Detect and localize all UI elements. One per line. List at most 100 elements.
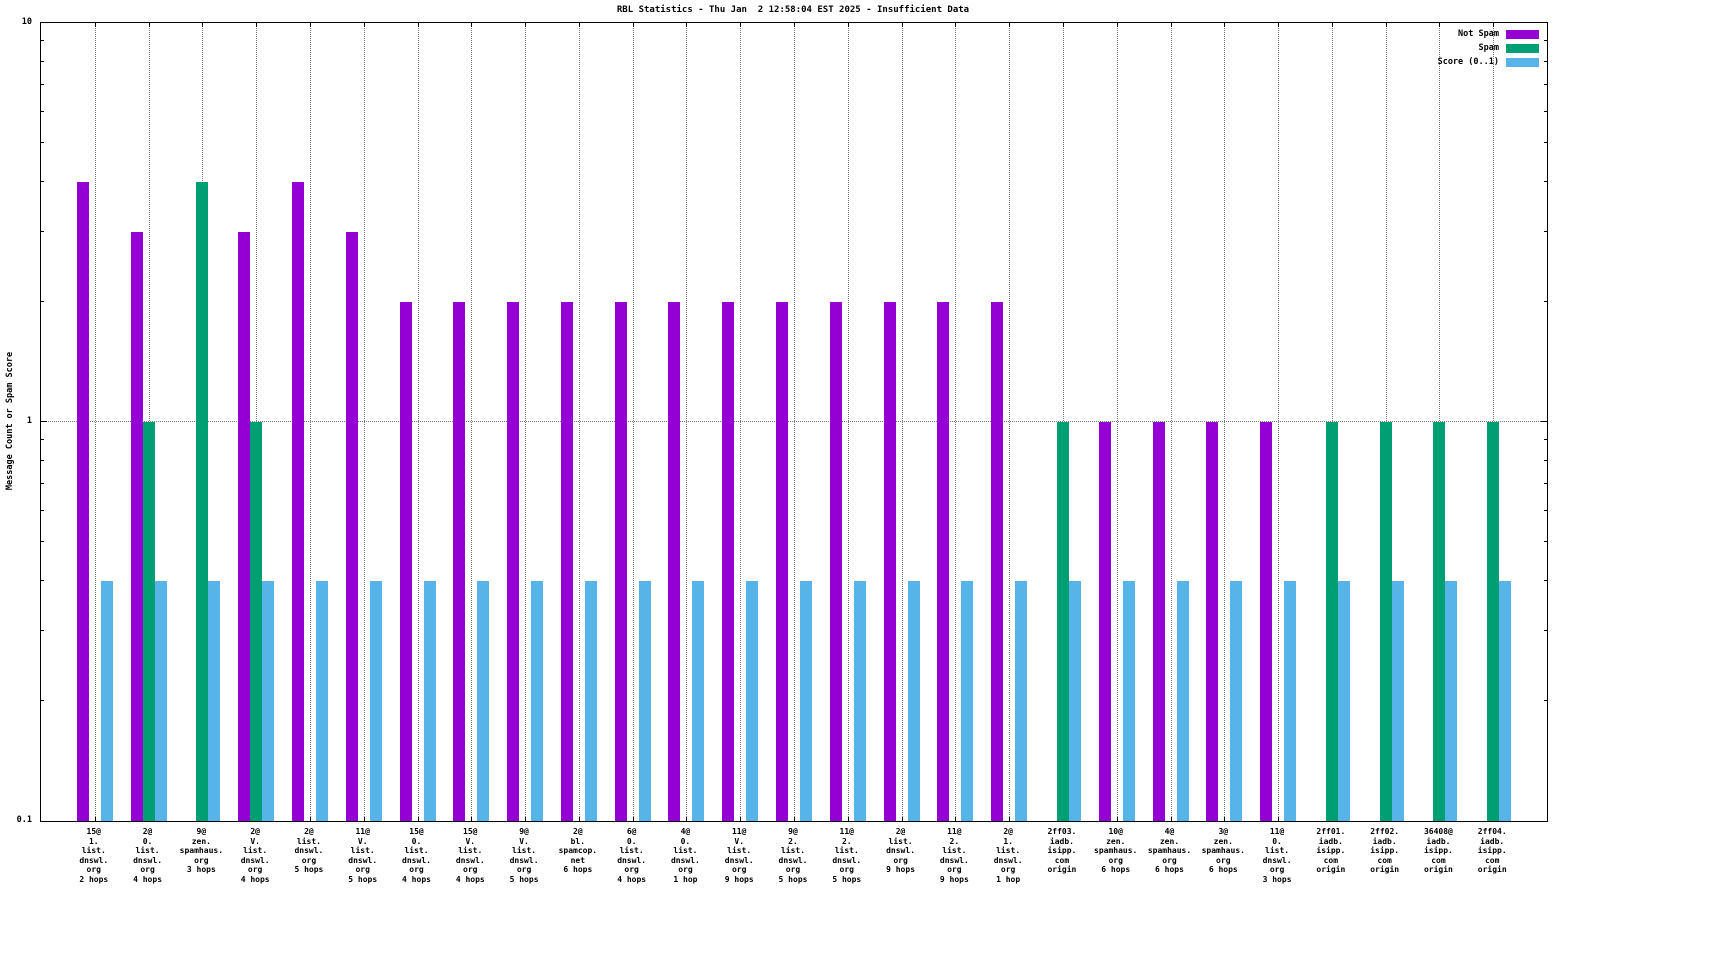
bar-score-0-1 (315, 580, 328, 821)
bar-score-0-1 (746, 580, 759, 821)
x-tick-label: 2@ V. list. dnswl. org 4 hops (240, 827, 270, 884)
x-tick-mark (632, 817, 634, 821)
gridline-vertical (686, 23, 688, 821)
x-tick-mark (740, 23, 742, 27)
gridline-vertical (471, 23, 473, 821)
bar-score-0-1 (907, 580, 920, 821)
x-tick-mark (1170, 23, 1172, 27)
x-tick-label: 2@ bl. spamcop. net 6 hops (558, 827, 598, 874)
bar-not-spam (345, 231, 358, 821)
x-tick-mark (1009, 817, 1011, 821)
y-minor-tick (41, 230, 44, 232)
y-minor-tick (41, 180, 44, 182)
x-tick-mark (309, 817, 311, 821)
y-tick-label-0-1: 0.1 (16, 815, 32, 825)
y-minor-tick (1544, 579, 1547, 581)
gridline-vertical (847, 23, 849, 821)
x-tick-mark (1439, 23, 1441, 27)
bar-not-spam (238, 231, 251, 821)
legend-item-score: Score (0..1) (1438, 57, 1539, 67)
x-tick-label: 15@ 0. list. dnswl. org 4 hops (402, 827, 431, 884)
y-minor-tick (41, 459, 44, 461)
x-tick-label: 2@ 0. list. dnswl. org 4 hops (133, 827, 163, 884)
x-tick-mark (1493, 23, 1495, 27)
x-tick-label: 9@ V. list. dnswl. org 5 hops (509, 827, 539, 884)
legend: Not Spam Spam Score (0..1) (1438, 29, 1539, 67)
x-tick-label: 2ff04. iadb. isipp. com origin (1477, 827, 1507, 874)
bar-score-0-1 (638, 580, 651, 821)
y-minor-tick (1544, 482, 1547, 484)
x-tick-mark (94, 23, 96, 27)
bar-not-spam (1260, 422, 1273, 821)
x-axis-labels: 15@ 1. list. dnswl. org 2 hops 2@ 0. list. dnswl.… (40, 827, 1546, 897)
bar-score-0-1 (1015, 580, 1028, 821)
x-tick-mark (1170, 817, 1172, 821)
x-tick-label: 9@ 2. list. dnswl. org 5 hops (778, 827, 808, 884)
bar-spam (250, 422, 263, 821)
y-minor-tick (1544, 509, 1547, 511)
x-tick-mark (94, 817, 96, 821)
x-tick-mark (1224, 817, 1226, 821)
gridline-vertical (525, 23, 527, 821)
bar-not-spam (937, 301, 950, 821)
x-tick-label: 36408@ iadb. isipp. com origin (1423, 827, 1453, 874)
x-tick-mark (847, 817, 849, 821)
bar-spam (142, 422, 155, 821)
bar-score-0-1 (262, 580, 275, 821)
y-minor-tick (41, 509, 44, 511)
x-tick-mark (578, 23, 580, 27)
bar-score-0-1 (1499, 580, 1512, 821)
x-tick-mark (148, 23, 150, 27)
x-tick-mark (1116, 817, 1118, 821)
y-minor-tick (41, 83, 44, 85)
x-tick-mark (686, 817, 688, 821)
bar-score-0-1 (100, 580, 113, 821)
plot-area: Not Spam Spam Score (0..1) (40, 22, 1548, 822)
bar-not-spam (76, 181, 89, 821)
x-tick-mark (955, 817, 957, 821)
y-minor-tick (41, 699, 44, 701)
x-tick-mark (740, 817, 742, 821)
bar-score-0-1 (961, 580, 974, 821)
y-minor-tick (1544, 83, 1547, 85)
y-tick-label-1: 1 (26, 416, 32, 426)
y-minor-tick (41, 40, 44, 42)
bar-not-spam (883, 301, 896, 821)
y-minor-tick (41, 60, 44, 62)
x-tick-label: 2ff03. iadb. isipp. com origin (1047, 827, 1077, 874)
gridline-vertical (740, 23, 742, 821)
y-minor-tick (41, 579, 44, 581)
x-tick-label: 2@ 1. list. dnswl. org 1 hop (993, 827, 1023, 884)
gridline-vertical (901, 23, 903, 821)
y-major-tick (1541, 421, 1547, 422)
x-tick-label: 11@ 2. list. dnswl. org 5 hops (832, 827, 862, 884)
gridline-vertical (94, 23, 96, 821)
legend-item-spam: Spam (1438, 43, 1539, 53)
y-minor-tick (1544, 300, 1547, 302)
y-minor-tick (41, 300, 44, 302)
bar-score-0-1 (1445, 580, 1458, 821)
y-tick-label-10: 10 (21, 17, 32, 27)
gridline-vertical (632, 23, 634, 821)
bar-not-spam (507, 301, 520, 821)
bar-not-spam (1152, 422, 1165, 821)
x-tick-mark (1224, 23, 1226, 27)
bar-not-spam (560, 301, 573, 821)
bar-score-0-1 (1337, 580, 1350, 821)
x-tick-label: 3@ zen. spamhaus. org 6 hops (1201, 827, 1245, 874)
x-tick-label: 2@ list. dnswl. org 5 hops (294, 827, 324, 874)
gridline-vertical (794, 23, 795, 821)
legend-label-spam: Spam (1478, 43, 1499, 53)
bar-spam (1379, 422, 1392, 821)
bar-score-0-1 (853, 580, 866, 821)
bar-score-0-1 (1068, 580, 1081, 821)
bar-not-spam (991, 301, 1004, 821)
y-minor-tick (41, 482, 44, 484)
y-minor-tick (1544, 60, 1547, 62)
x-tick-label: 4@ 0. list. dnswl. org 1 hop (670, 827, 700, 884)
x-tick-mark (794, 23, 795, 27)
bar-not-spam (453, 301, 466, 821)
x-tick-mark (632, 23, 634, 27)
y-minor-tick (1544, 629, 1547, 631)
